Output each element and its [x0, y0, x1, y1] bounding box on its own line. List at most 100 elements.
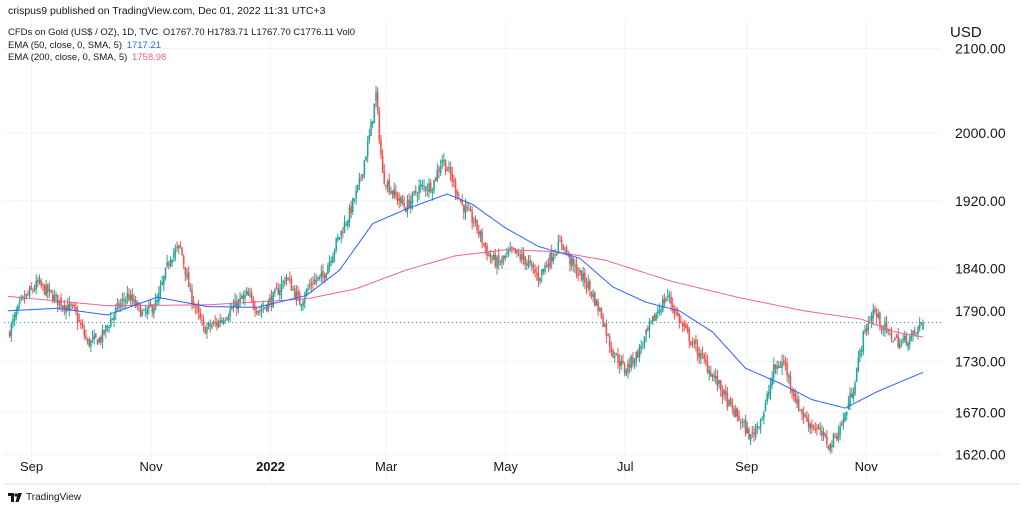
- candle[interactable]: [186, 268, 188, 280]
- candle[interactable]: [768, 384, 770, 400]
- candle[interactable]: [690, 340, 692, 347]
- candle[interactable]: [360, 174, 362, 182]
- candle[interactable]: [403, 196, 405, 210]
- candle[interactable]: [552, 252, 555, 265]
- candles[interactable]: [8, 85, 924, 454]
- candle[interactable]: [685, 321, 687, 329]
- candle[interactable]: [777, 360, 780, 369]
- candle[interactable]: [691, 337, 694, 348]
- candle[interactable]: [821, 424, 823, 442]
- candle[interactable]: [666, 288, 669, 301]
- candle[interactable]: [101, 324, 104, 349]
- candle[interactable]: [222, 317, 225, 326]
- candle[interactable]: [756, 421, 759, 435]
- candle[interactable]: [143, 308, 145, 311]
- candle[interactable]: [890, 326, 893, 343]
- candle[interactable]: [408, 192, 410, 209]
- candle[interactable]: [201, 313, 203, 326]
- candle[interactable]: [353, 198, 356, 203]
- candle[interactable]: [570, 253, 573, 271]
- candle[interactable]: [628, 357, 631, 374]
- candle[interactable]: [902, 334, 904, 344]
- candle[interactable]: [637, 348, 639, 359]
- candle[interactable]: [602, 313, 604, 328]
- candle[interactable]: [327, 262, 329, 275]
- candle[interactable]: [620, 355, 623, 371]
- candle[interactable]: [96, 338, 99, 345]
- candle[interactable]: [378, 106, 381, 145]
- candle[interactable]: [769, 377, 772, 401]
- candle[interactable]: [872, 303, 875, 326]
- candle[interactable]: [370, 119, 372, 137]
- candle[interactable]: [705, 352, 707, 366]
- candle[interactable]: [754, 423, 757, 441]
- candle[interactable]: [83, 324, 86, 340]
- candle[interactable]: [817, 423, 820, 430]
- candle[interactable]: [356, 184, 359, 193]
- candle[interactable]: [582, 266, 584, 287]
- candle[interactable]: [898, 337, 901, 350]
- candle[interactable]: [320, 265, 323, 283]
- candle[interactable]: [642, 341, 644, 350]
- candle[interactable]: [811, 419, 813, 434]
- legend-symbol-row[interactable]: CFDs on Gold (US$ / OZ), 1D, TVC O1767.7…: [8, 27, 355, 40]
- candle[interactable]: [182, 254, 185, 270]
- candle[interactable]: [744, 414, 747, 437]
- candle[interactable]: [108, 325, 110, 334]
- candle[interactable]: [50, 290, 52, 294]
- candle[interactable]: [124, 296, 127, 310]
- candle[interactable]: [643, 336, 646, 349]
- candle[interactable]: [313, 272, 316, 285]
- candle[interactable]: [728, 399, 730, 407]
- candle[interactable]: [590, 291, 593, 300]
- candle[interactable]: [224, 317, 226, 324]
- candle[interactable]: [451, 166, 454, 188]
- candle[interactable]: [109, 311, 112, 328]
- candle[interactable]: [234, 292, 236, 308]
- candle[interactable]: [15, 306, 18, 321]
- candle[interactable]: [477, 224, 480, 239]
- candle[interactable]: [166, 254, 168, 269]
- candle[interactable]: [766, 391, 768, 405]
- candle[interactable]: [28, 285, 31, 300]
- candle[interactable]: [632, 352, 634, 368]
- candle[interactable]: [51, 289, 54, 304]
- candle[interactable]: [864, 324, 866, 335]
- candle[interactable]: [759, 418, 762, 434]
- candle[interactable]: [678, 313, 681, 329]
- candle[interactable]: [63, 299, 66, 316]
- candle[interactable]: [468, 202, 470, 211]
- candle[interactable]: [786, 357, 788, 382]
- candle[interactable]: [104, 324, 107, 339]
- candle[interactable]: [776, 360, 778, 375]
- candle[interactable]: [877, 308, 880, 320]
- legend-ema50-row[interactable]: EMA (50, close, 0, SMA, 5) 1717.21: [8, 40, 355, 53]
- candle[interactable]: [758, 426, 760, 431]
- candle[interactable]: [333, 248, 336, 263]
- candle[interactable]: [557, 234, 560, 254]
- candle[interactable]: [526, 259, 528, 270]
- candle[interactable]: [852, 387, 855, 403]
- candle[interactable]: [171, 258, 173, 268]
- candle[interactable]: [444, 159, 447, 176]
- candle[interactable]: [106, 324, 109, 333]
- candle[interactable]: [76, 305, 79, 330]
- candle[interactable]: [315, 274, 318, 286]
- candle[interactable]: [862, 330, 865, 356]
- candle[interactable]: [426, 183, 429, 197]
- candle[interactable]: [560, 235, 563, 251]
- candle[interactable]: [42, 282, 44, 291]
- candle[interactable]: [27, 290, 29, 296]
- candle[interactable]: [332, 252, 334, 264]
- candle[interactable]: [912, 330, 914, 342]
- candle[interactable]: [128, 288, 130, 302]
- candle[interactable]: [763, 410, 765, 425]
- candle[interactable]: [48, 282, 51, 298]
- candle[interactable]: [206, 322, 208, 339]
- candle[interactable]: [265, 304, 268, 312]
- candle[interactable]: [254, 300, 256, 317]
- candle[interactable]: [491, 255, 493, 264]
- candle[interactable]: [409, 194, 412, 214]
- candle[interactable]: [159, 280, 162, 300]
- candle[interactable]: [421, 179, 424, 191]
